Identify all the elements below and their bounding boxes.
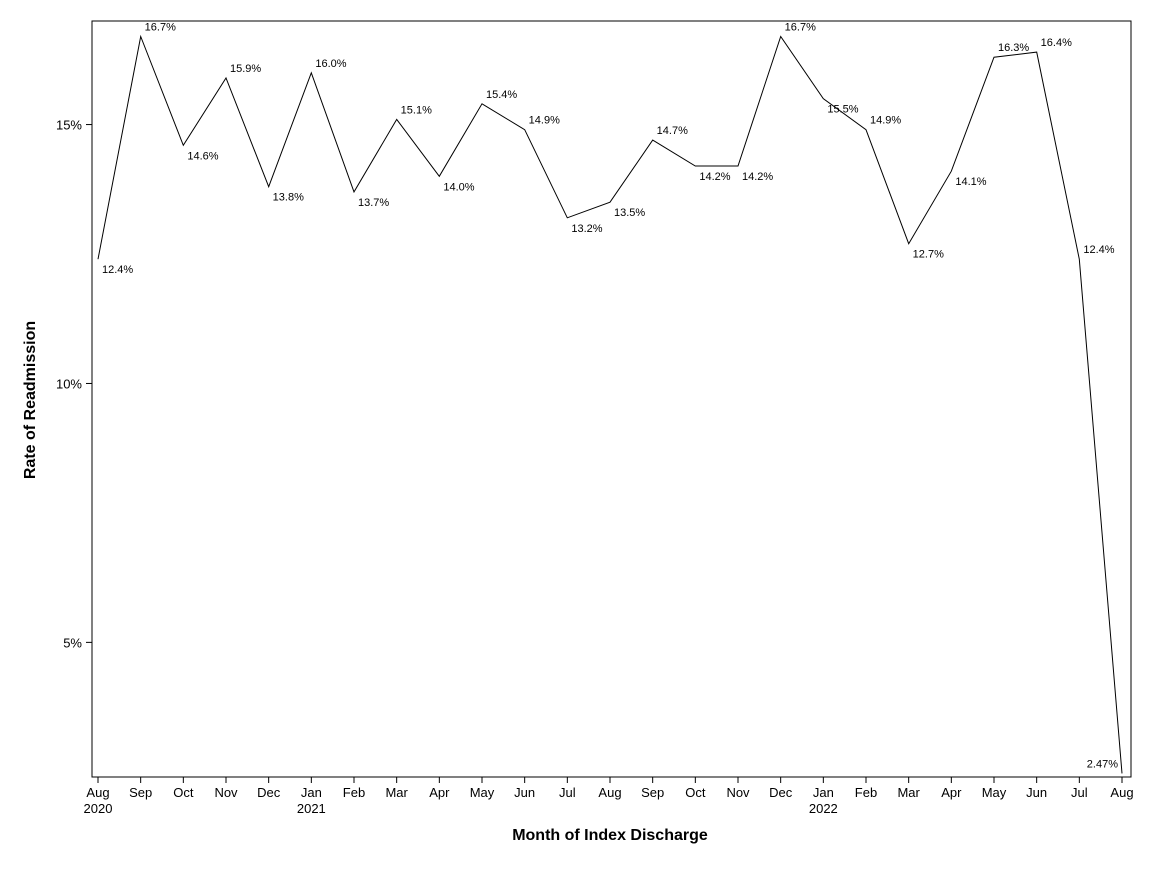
x-tick-label: May	[982, 785, 1007, 800]
x-tick-label: Apr	[429, 785, 450, 800]
x-tick-label: Jan	[301, 785, 322, 800]
x-tick-label: Feb	[343, 785, 365, 800]
x-tick-label: Jul	[559, 785, 576, 800]
x-tick-label: Jun	[1026, 785, 1047, 800]
data-label: 14.2%	[742, 171, 773, 183]
x-tick-label: May	[470, 785, 495, 800]
data-label: 13.7%	[358, 197, 389, 209]
y-tick-label: 10%	[56, 376, 82, 391]
x-year-label: 2022	[809, 801, 838, 816]
x-tick-label: Oct	[685, 785, 706, 800]
x-tick-label: Aug	[86, 785, 109, 800]
plot-frame	[91, 20, 1132, 778]
data-label: 16.0%	[315, 58, 346, 70]
x-tick-label: Oct	[173, 785, 194, 800]
data-label: 14.6%	[187, 150, 218, 162]
data-label: 12.7%	[913, 249, 944, 261]
data-label: 15.1%	[401, 104, 432, 116]
x-tick-label: Sep	[641, 785, 664, 800]
y-tick-label: 15%	[56, 118, 82, 133]
x-tick-label: Aug	[1110, 785, 1133, 800]
x-axis-title: Month of Index Discharge	[512, 827, 708, 844]
x-tick-label: Jan	[813, 785, 834, 800]
x-tick-label: Dec	[769, 785, 793, 800]
data-label: 14.1%	[955, 176, 986, 188]
x-tick-label: Jul	[1071, 785, 1088, 800]
x-tick-label: Mar	[897, 785, 920, 800]
data-label: 16.7%	[145, 22, 176, 34]
data-label: 12.4%	[102, 264, 133, 276]
data-label: 14.2%	[699, 171, 730, 183]
x-tick-label: Nov	[214, 785, 238, 800]
data-label: 13.8%	[273, 192, 304, 204]
data-label: 15.5%	[827, 104, 858, 116]
data-label: 16.7%	[785, 22, 816, 34]
x-tick-label: Jun	[514, 785, 535, 800]
x-year-label: 2020	[84, 801, 113, 816]
data-label: 15.4%	[486, 89, 517, 101]
y-axis-title: Rate of Readmission	[22, 321, 39, 479]
data-label: 16.4%	[1041, 37, 1072, 49]
data-labels: 12.4% 16.7% 14.6% 15.9% 13.8% 16.0% 13.7% 15.1%…	[102, 22, 1118, 771]
data-label: 14.9%	[870, 115, 901, 127]
data-label: 16.3%	[998, 42, 1029, 54]
x-tick-label: Nov	[726, 785, 750, 800]
x-tick-label: Sep	[129, 785, 152, 800]
data-label: 13.5%	[614, 207, 645, 219]
data-label: 13.2%	[571, 223, 602, 235]
x-axis: Aug Sep Oct Nov Dec Jan Feb Mar Apr May Jun Jul Aug S…	[84, 777, 1134, 816]
x-tick-label: Apr	[941, 785, 962, 800]
x-tick-label: Aug	[598, 785, 621, 800]
data-label: 15.9%	[230, 63, 261, 75]
x-tick-label: Feb	[855, 785, 877, 800]
x-tick-label: Dec	[257, 785, 281, 800]
x-year-label: 2021	[297, 801, 326, 816]
x-tick-label: Mar	[385, 785, 408, 800]
y-tick-label: 5%	[63, 635, 82, 650]
data-label: 14.0%	[443, 181, 474, 193]
series-line	[97, 34, 1123, 774]
data-label: 2.47%	[1087, 758, 1118, 770]
y-axis: 5% 10% 15%	[56, 118, 92, 650]
data-label: 14.9%	[529, 115, 560, 127]
data-label: 12.4%	[1083, 244, 1114, 256]
data-label: 14.7%	[657, 125, 688, 137]
